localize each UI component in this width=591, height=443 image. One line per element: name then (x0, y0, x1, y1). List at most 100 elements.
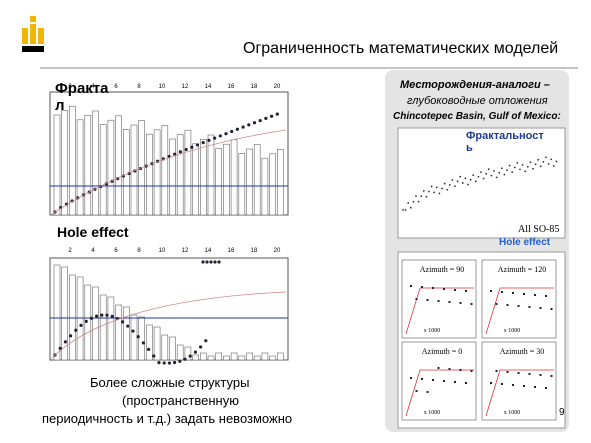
point (550, 308, 553, 310)
bar (76, 119, 84, 216)
point (474, 180, 477, 183)
model-curve (485, 369, 554, 417)
bar (123, 306, 130, 361)
point (472, 174, 475, 177)
point (545, 387, 547, 389)
point (207, 138, 211, 143)
point (470, 370, 473, 372)
point (464, 177, 467, 180)
point (501, 383, 503, 385)
point (183, 357, 187, 361)
bar (200, 139, 207, 216)
bar (61, 110, 69, 216)
point (537, 158, 540, 161)
bar (238, 153, 246, 216)
bar (107, 296, 115, 361)
point (131, 329, 135, 333)
caption-line: Более сложные структуры (90, 375, 250, 390)
scale-label: x 1000 (424, 328, 441, 334)
point (490, 290, 492, 292)
point (432, 379, 434, 381)
point (420, 195, 423, 198)
bar (161, 125, 169, 216)
point (89, 316, 93, 320)
point (487, 168, 490, 171)
point (550, 158, 553, 161)
all-label: All SO-85 (518, 224, 560, 235)
point (523, 385, 525, 387)
bar (253, 355, 261, 361)
model-curve (51, 291, 287, 359)
point (456, 180, 459, 183)
point (523, 293, 525, 295)
subplot (481, 259, 557, 339)
axis-tick-label: 6 (114, 248, 118, 254)
point (461, 182, 464, 184)
point (74, 328, 78, 332)
point (199, 345, 203, 349)
point (448, 183, 451, 186)
point (467, 183, 469, 186)
bar (269, 355, 276, 361)
point (426, 299, 429, 301)
right-heading: Chincotepec Basin, Gulf of Mexico: (393, 111, 561, 122)
point (503, 173, 506, 176)
bar (223, 355, 230, 361)
bar (153, 326, 161, 361)
point (126, 324, 130, 328)
point (512, 384, 514, 386)
bar (230, 139, 238, 216)
bar (207, 134, 215, 216)
bar (184, 129, 192, 216)
point (69, 334, 73, 338)
point (498, 171, 501, 174)
point (534, 163, 537, 166)
point (217, 260, 221, 264)
point (454, 289, 456, 291)
point (235, 127, 239, 131)
azimuth-label: Azimuth = 30 (500, 347, 545, 356)
point (470, 303, 473, 305)
bar (53, 114, 61, 216)
point (443, 288, 445, 290)
point (511, 171, 514, 173)
page-number: 9 (559, 407, 565, 418)
azimuth-label: Azimuth = 120 (498, 265, 547, 274)
slide-title: Ограниченность математических моделей (243, 40, 559, 57)
bar (92, 286, 99, 361)
point (428, 190, 430, 193)
point (465, 290, 467, 292)
point (454, 185, 456, 188)
point (412, 200, 415, 203)
bar (184, 346, 192, 361)
bar (192, 143, 199, 216)
point (485, 172, 488, 175)
point (430, 185, 433, 188)
point (493, 170, 495, 172)
point (513, 166, 516, 169)
bar (215, 352, 222, 361)
bar (107, 119, 115, 216)
point (241, 125, 245, 129)
bar (246, 148, 253, 216)
axis-tick-label: 8 (137, 84, 141, 90)
point (270, 114, 274, 118)
point (247, 123, 251, 127)
point (218, 134, 222, 138)
subplot (401, 341, 477, 421)
point (555, 160, 558, 163)
fractal-label: Фрактал (55, 80, 109, 114)
point (204, 339, 208, 343)
bar (261, 157, 269, 216)
point (552, 165, 555, 167)
point (459, 369, 462, 371)
point (528, 373, 531, 375)
azimuth-label: Azimuth = 90 (420, 265, 465, 274)
point (545, 156, 547, 159)
point (410, 285, 412, 287)
fractal-plot (397, 127, 566, 239)
axis-tick-label: 12 (182, 84, 189, 90)
right-heading: глубоководные отложения (407, 95, 548, 107)
bar (230, 352, 238, 361)
